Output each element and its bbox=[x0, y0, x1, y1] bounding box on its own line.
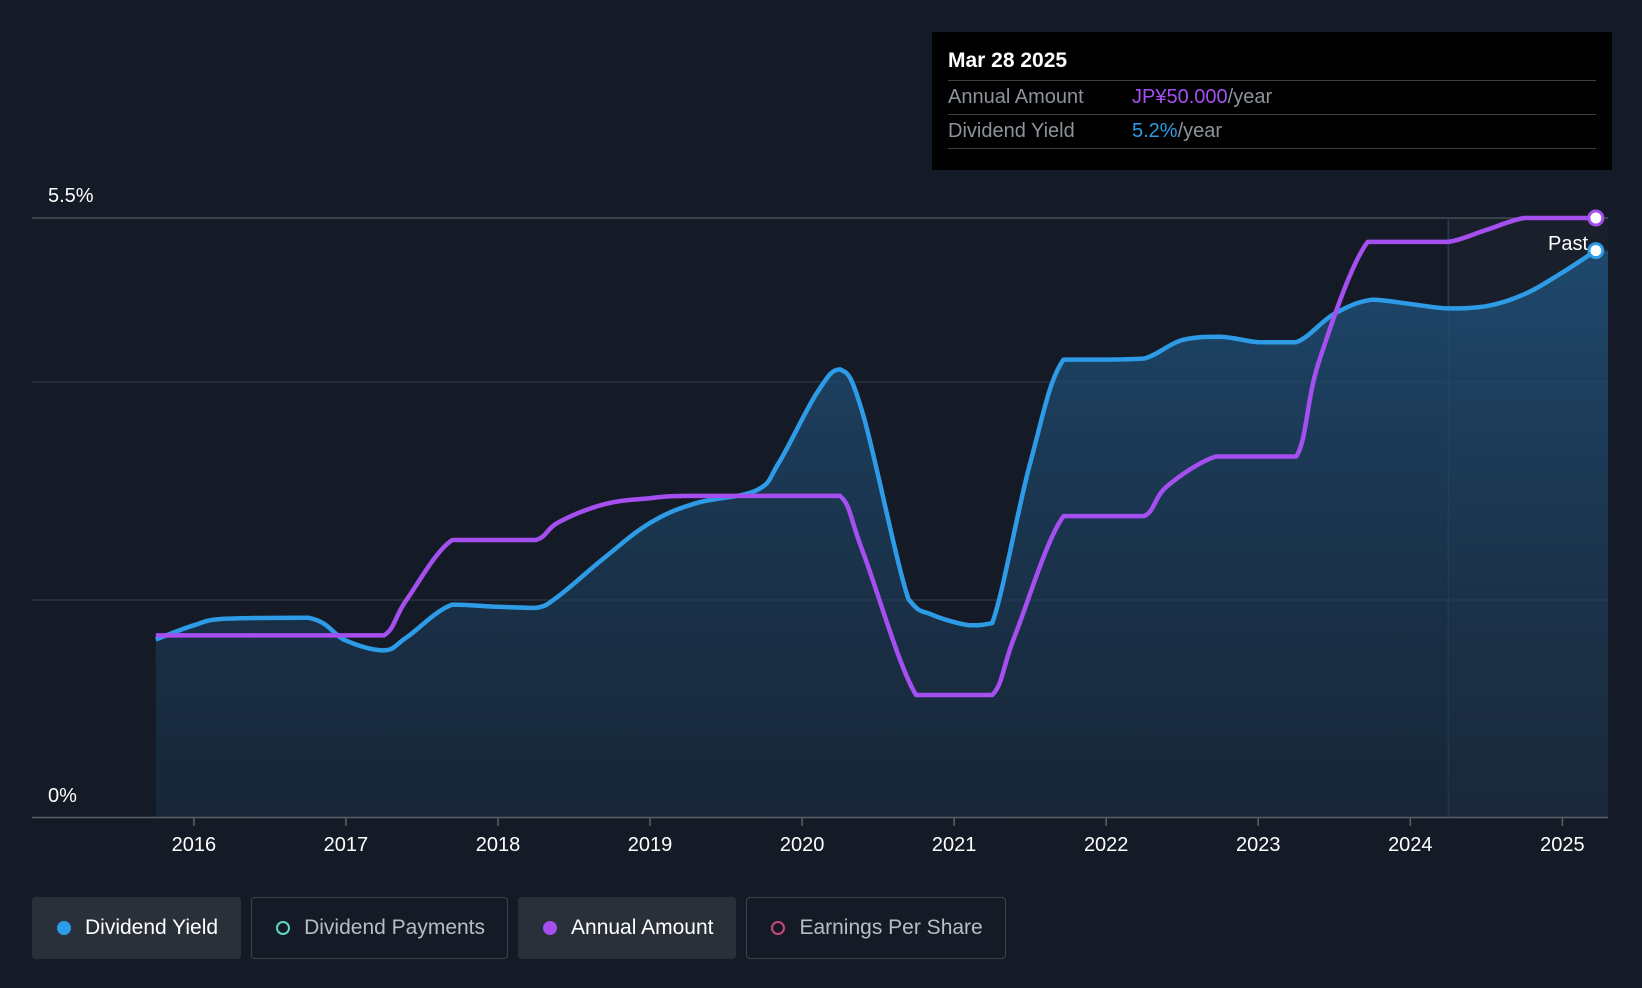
x-tick-label: 2021 bbox=[932, 834, 977, 856]
tooltip-value: JP¥50.000 bbox=[1132, 86, 1228, 108]
legend-dot-icon bbox=[771, 921, 786, 935]
x-tick-label: 2025 bbox=[1540, 834, 1585, 856]
legend-label: Earnings Per Share bbox=[799, 916, 983, 939]
annual-amount-line bbox=[155, 215, 1596, 698]
tooltip-unit: /year bbox=[1177, 120, 1223, 142]
legend-dividend-payments[interactable]: Dividend Payments bbox=[251, 897, 509, 959]
legend-annual-amount[interactable]: Annual Amount bbox=[518, 897, 737, 959]
legend-dot-icon bbox=[57, 921, 71, 935]
x-tick-label: 2018 bbox=[476, 834, 521, 856]
legend-label: Annual Amount bbox=[571, 916, 714, 939]
x-axis-ticks: 2016 2017 2018 2019 2020 2021 2022 2023 2024 2025 bbox=[172, 817, 1585, 856]
dividend-yield-line bbox=[155, 248, 1598, 653]
tooltip-row-annual-amount: Annual Amount JP¥50.000 /year bbox=[948, 81, 1596, 115]
x-tick-label: 2022 bbox=[1084, 834, 1129, 856]
tooltip: Mar 28 2025 Annual Amount JP¥50.000 /yea… bbox=[932, 32, 1612, 170]
x-tick-label: 2024 bbox=[1388, 834, 1433, 856]
tooltip-row-dividend-yield: Dividend Yield 5.2% /year bbox=[948, 115, 1596, 149]
y-tick-label-max: 5.5% bbox=[48, 185, 94, 207]
past-label: Past bbox=[1548, 233, 1588, 255]
x-tick-label: 2019 bbox=[628, 834, 673, 856]
tooltip-label: Dividend Yield bbox=[948, 120, 1075, 142]
legend: Dividend Yield Dividend Payments Annual … bbox=[32, 897, 1006, 959]
dividend-yield-area bbox=[155, 250, 1608, 817]
dividend-yield-end-point bbox=[1587, 242, 1605, 260]
legend-dot-icon bbox=[543, 921, 558, 935]
tooltip-unit: /year bbox=[1227, 86, 1273, 108]
x-tick-label: 2023 bbox=[1236, 834, 1281, 856]
tooltip-date: Mar 28 2025 bbox=[948, 46, 1596, 81]
x-tick-label: 2017 bbox=[324, 834, 369, 856]
legend-dividend-yield[interactable]: Dividend Yield bbox=[32, 897, 242, 959]
y-tick-label-min: 0% bbox=[48, 785, 77, 807]
tooltip-label: Annual Amount bbox=[948, 86, 1084, 108]
legend-label: Dividend Payments bbox=[304, 916, 486, 939]
x-tick-label: 2016 bbox=[172, 834, 217, 856]
tooltip-value: 5.2% bbox=[1132, 120, 1178, 142]
legend-label: Dividend Yield bbox=[85, 916, 219, 939]
x-tick-label: 2020 bbox=[780, 834, 825, 856]
annual-amount-end-point bbox=[1587, 209, 1605, 227]
legend-earnings-per-share[interactable]: Earnings Per Share bbox=[746, 897, 1006, 959]
legend-dot-icon bbox=[276, 921, 291, 935]
